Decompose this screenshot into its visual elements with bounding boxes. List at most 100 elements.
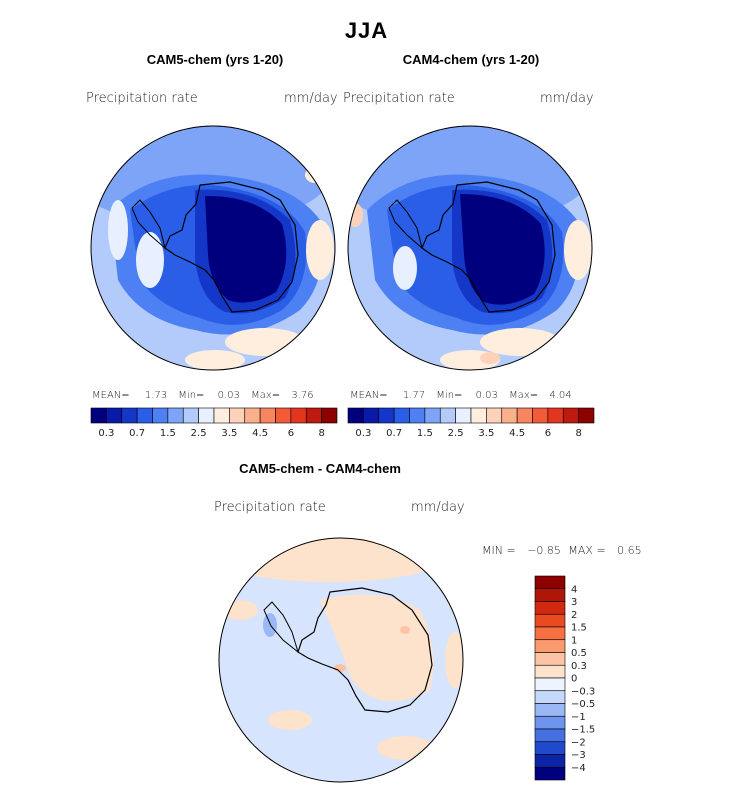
panel3-stats: MIN = −0.85 MAX = 0.65: [482, 544, 642, 557]
panel2-colorbar-tick-label: 1.5: [417, 428, 433, 439]
panel1-colorbar-tick-label: 4.5: [252, 428, 268, 439]
panel3-variable: Precipitation rate: [214, 500, 326, 515]
panel3-colorbar-tick-label: 0.3: [571, 661, 587, 672]
panel2-colorbar-swatch: [393, 407, 410, 424]
panel3-colorbar-swatch: [534, 652, 566, 666]
panel1-colorbar-swatch: [182, 407, 199, 424]
panel2-min-label: Min=: [436, 390, 463, 401]
panel2-colorbar-swatch: [470, 407, 487, 424]
panel3-max: 0.65: [617, 544, 642, 557]
panel3-colorbar-swatch: [534, 575, 566, 590]
panel3-colorbar-tick-label: 1: [571, 635, 577, 646]
panel3-colorbar-tick-label: 0: [571, 674, 577, 685]
panel1-colorbar-swatch: [305, 407, 322, 424]
panel3-colorbar-swatch: [534, 677, 566, 692]
panel2-colorbar: 0.3 0.7 1.5 2.5 3.5 4.5 6 8: [347, 407, 595, 439]
panel1-stats: MEAN= 1.73 Min= 0.03 Max= 3.76: [92, 390, 314, 401]
panel3-colorbar-tick-label: 3: [571, 597, 577, 608]
panel3-map-border: [218, 537, 464, 783]
panel3-colorbar-tick-label: 4: [571, 584, 577, 595]
figure-title: JJA: [344, 18, 389, 43]
panel1-colorbar-swatch: [259, 407, 276, 424]
panel1-colorbar-swatch: [106, 407, 123, 424]
panel2-max: 4.04: [549, 390, 572, 401]
panel2-colorbar-tick-label: 0.7: [386, 428, 402, 439]
panel3-colorbar-tick-label: −2: [571, 737, 586, 748]
panel3-colorbar-tick-label: −1.5: [571, 725, 595, 736]
panel2-colorbar-swatch: [409, 407, 426, 424]
panel1-max: 3.76: [291, 390, 314, 401]
panel3-colorbar-tick-label: −4: [571, 763, 586, 774]
panel2-stats: MEAN= 1.77 Min= 0.03 Max= 4.04: [350, 390, 572, 401]
panel2-colorbar-tick-label: 0.3: [355, 428, 371, 439]
panel3-colorbar-swatch: [534, 613, 566, 628]
panel3-colorbar-tick-label: −0.5: [571, 699, 595, 710]
panel2-mean: 1.77: [402, 390, 426, 401]
panel2-colorbar-swatch: [547, 407, 564, 424]
panel1-colorbar-tick-label: 2.5: [191, 428, 207, 439]
panel3-colorbar-tick-label: −1: [571, 712, 586, 723]
panel3-colorbar-swatch: [534, 715, 566, 730]
panel3-colorbar-swatch: [534, 690, 566, 704]
panel1-variable: Precipitation rate: [86, 91, 198, 106]
panel2-colorbar-swatch: [439, 407, 456, 424]
panel3-colorbar-tick-label: 1.5: [571, 623, 587, 634]
panel1-colorbar-swatch: [213, 407, 230, 424]
panel3-colorbar-swatch: [534, 626, 566, 641]
panel3-min: −0.85: [527, 544, 561, 557]
panel1-mean: 1.73: [144, 390, 168, 401]
panel2-colorbar-swatch: [363, 407, 380, 424]
panel3-colorbar-tick-label: −3: [571, 750, 586, 761]
panel2-colorbar-tick-label: 2.5: [448, 428, 464, 439]
panel2-colorbar-swatch: [532, 407, 549, 424]
panel3-colorbar-tick-label: −0.3: [571, 686, 595, 697]
panel3-colorbar-swatch: [534, 754, 566, 768]
panel3-colorbar-tick-label: 0.5: [571, 648, 587, 659]
panel1-colorbar-swatch: [244, 407, 261, 424]
panel1-max-label: Max=: [251, 390, 281, 401]
panel2-colorbar-swatch: [578, 407, 595, 424]
panel3-colorbar-swatch: [534, 588, 566, 602]
panel1-map-border: [90, 125, 336, 371]
panel1-colorbar-swatch: [136, 407, 153, 424]
panel2-colorbar-swatch: [347, 407, 364, 424]
panel2-colorbar-swatch: [378, 407, 395, 424]
panel1-min: 0.03: [217, 390, 240, 401]
panel1-mean-label: MEAN=: [92, 390, 130, 401]
panel2-colorbar-swatch: [424, 407, 441, 424]
panel1-colorbar-swatch: [152, 407, 169, 424]
panel1-colorbar-swatch: [321, 407, 338, 424]
panel3-colorbar-swatch: [534, 728, 566, 743]
panel3-colorbar-swatch: [534, 766, 566, 781]
panel2-colorbar-swatch: [562, 407, 579, 424]
panel1-colorbar-swatch: [229, 407, 246, 424]
panel3-map: [219, 538, 463, 782]
panel1-colorbar-swatch: [167, 407, 184, 424]
panel2-colorbar-swatch: [516, 407, 533, 424]
panel2-title: CAM4-chem (yrs 1-20): [402, 52, 540, 67]
panel2-colorbar-swatch: [486, 407, 503, 424]
panel2-map-border: [347, 125, 593, 371]
panel3-colorbar-swatch: [534, 639, 566, 653]
panel2-min: 0.03: [475, 390, 498, 401]
panel2-colorbar-swatch: [501, 407, 518, 424]
panel1-colorbar-swatch: [275, 407, 292, 424]
panel1-title: CAM5-chem (yrs 1-20): [146, 52, 284, 67]
panel1-colorbar-tick-label: 1.5: [160, 428, 176, 439]
panel3-units: mm/day: [411, 500, 465, 515]
panel1-units: mm/day: [284, 91, 338, 106]
panel1-colorbar-swatch: [198, 407, 215, 424]
panel1-colorbar-swatch: [290, 407, 307, 424]
panel3-colorbar-swatch: [534, 601, 566, 615]
panel1-colorbar-tick-label: 0.3: [98, 428, 114, 439]
panel3-colorbar-swatch: [534, 741, 566, 755]
panel2-colorbar-tick-label: 8: [575, 428, 581, 439]
panel2-units: mm/day: [540, 91, 594, 106]
panel1-colorbar-swatch: [121, 407, 138, 424]
panel1-min-label: Min=: [178, 390, 205, 401]
panel3-max-label: MAX =: [568, 544, 606, 557]
panel3-colorbar-swatch: [534, 703, 566, 717]
panel2-map: [348, 126, 592, 370]
panel2-colorbar-tick-label: 3.5: [478, 428, 494, 439]
panel1-colorbar-tick-label: 6: [288, 428, 294, 439]
